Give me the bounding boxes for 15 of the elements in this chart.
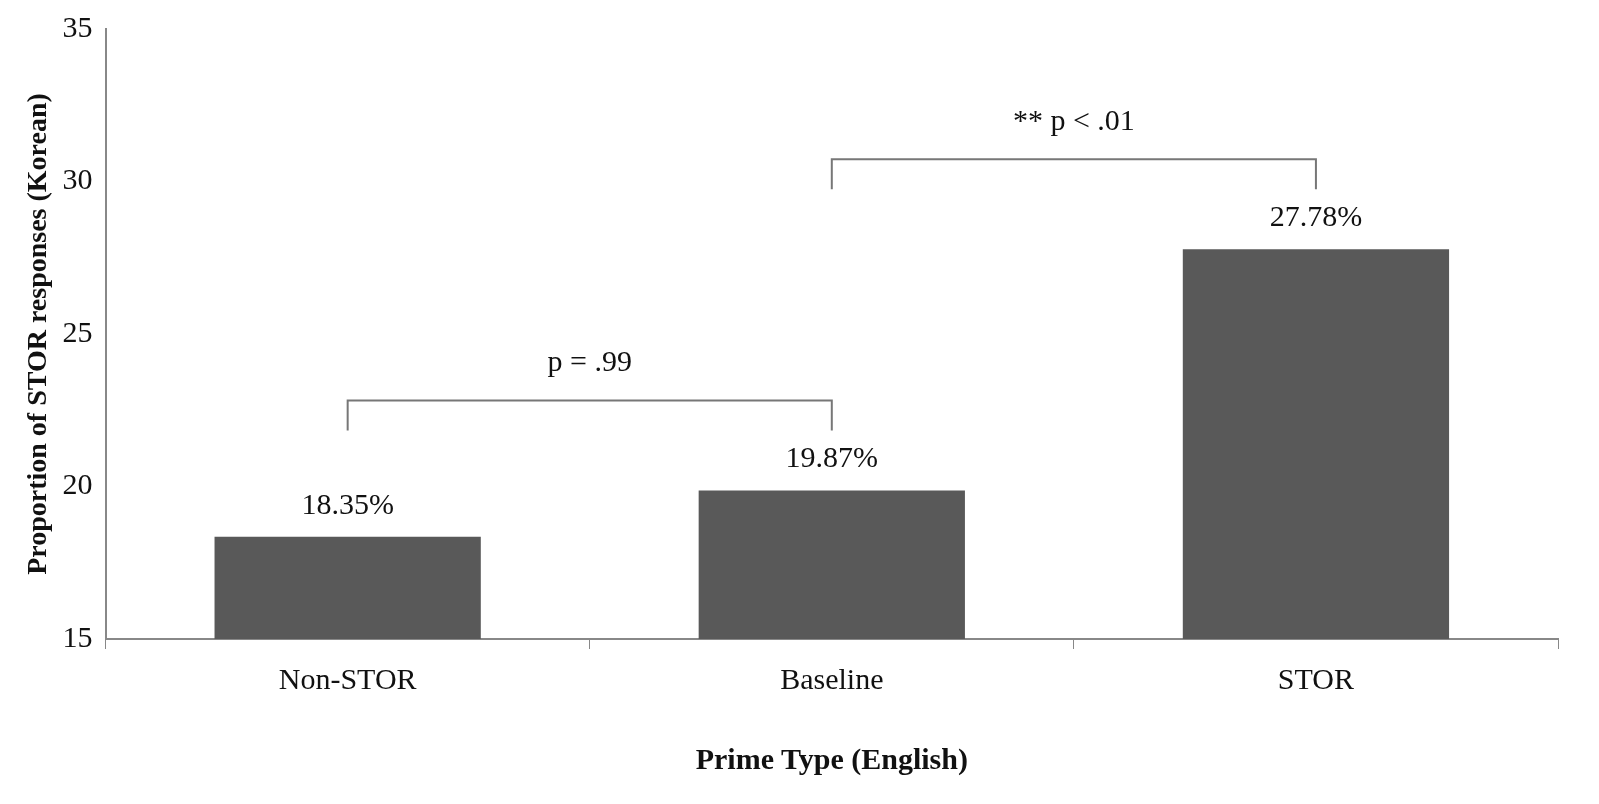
data-label: 19.87% bbox=[785, 440, 879, 474]
x-tick-label: Non-STOR bbox=[278, 661, 417, 695]
data-label: 27.78% bbox=[1269, 199, 1363, 233]
x-axis-title: Prime Type (English) bbox=[695, 741, 968, 776]
annotation: ** p < .01 bbox=[1012, 103, 1135, 137]
y-axis-title: Proportion of STOR responses (Korean) bbox=[21, 93, 53, 575]
annotation: p = .99 bbox=[547, 344, 632, 378]
y-tick-label: 25 bbox=[62, 314, 93, 348]
y-tick-label: 35 bbox=[62, 9, 93, 43]
data-label: 18.35% bbox=[301, 486, 394, 520]
y-tick-label: 20 bbox=[62, 467, 93, 501]
y-tick-label: 30 bbox=[62, 162, 93, 196]
y-tick-label: 15 bbox=[62, 619, 93, 653]
x-tick-label: STOR bbox=[1277, 661, 1355, 695]
x-tick-label: Baseline bbox=[780, 661, 884, 695]
